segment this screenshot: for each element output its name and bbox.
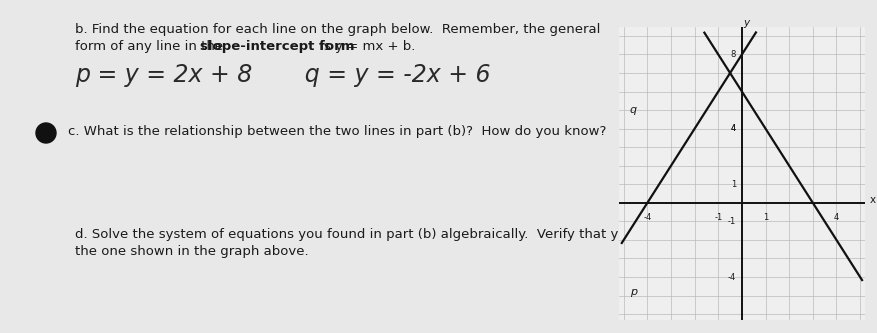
Text: x: x [869,195,875,205]
Text: c. What is the relationship between the two lines in part (b)?  How do you know?: c. What is the relationship between the … [68,125,606,138]
Text: form of any line in the: form of any line in the [75,40,227,53]
Text: d. Solve the system of equations you found in part (b) algebraically.  Verify th: d. Solve the system of equations you fou… [75,228,759,241]
Text: -4: -4 [727,272,735,281]
Text: -4: -4 [643,213,651,222]
Text: the one shown in the graph above.: the one shown in the graph above. [75,245,309,258]
Text: slope-intercept form: slope-intercept form [200,40,354,53]
Text: p: p [629,287,636,297]
Text: 1: 1 [730,180,735,189]
Text: -1: -1 [713,213,722,222]
Text: p = y = 2x + 8       q = y = -2x + 6: p = y = 2x + 8 q = y = -2x + 6 [75,63,490,87]
Circle shape [36,123,56,143]
Text: 4: 4 [833,213,838,222]
Text: 8: 8 [730,50,735,59]
Text: is y = mx + b.: is y = mx + b. [316,40,415,53]
Text: q: q [629,105,636,115]
Text: b. Find the equation for each line on the graph below.  Remember, the general: b. Find the equation for each line on th… [75,23,600,36]
Text: 4: 4 [730,124,735,133]
Text: 1: 1 [762,213,767,222]
Text: -1: -1 [727,217,735,226]
Text: y: y [743,18,749,28]
Text: 4: 4 [730,124,735,133]
